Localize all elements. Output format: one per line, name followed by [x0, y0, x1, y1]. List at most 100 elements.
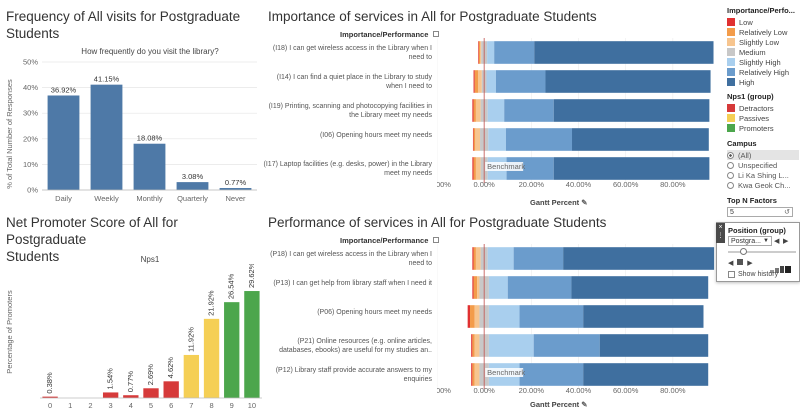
- prev-icon[interactable]: ◀: [774, 238, 780, 245]
- gantt-segment[interactable]: [571, 276, 709, 299]
- gantt-segment[interactable]: [467, 305, 471, 328]
- gantt-segment[interactable]: [475, 247, 481, 270]
- gantt-segment[interactable]: [475, 99, 481, 122]
- radio-icon[interactable]: [727, 151, 734, 159]
- gantt-segment[interactable]: [473, 99, 476, 122]
- gantt-segment[interactable]: [486, 70, 496, 93]
- gantt-segment[interactable]: [487, 99, 505, 122]
- frequency-bar[interactable]: [219, 188, 252, 190]
- gantt-segment[interactable]: [475, 157, 481, 180]
- gantt-segment[interactable]: [599, 334, 709, 357]
- checkbox-icon[interactable]: [728, 271, 735, 278]
- gantt-segment[interactable]: [473, 247, 476, 270]
- show-history-toggle[interactable]: Show history: [728, 271, 778, 278]
- gantt-segment[interactable]: [545, 70, 711, 93]
- gantt-segment[interactable]: [473, 276, 478, 299]
- legend-item[interactable]: High: [727, 77, 799, 87]
- position-slider[interactable]: [728, 248, 796, 255]
- radio-icon[interactable]: [727, 161, 734, 169]
- nps-bar[interactable]: [183, 354, 200, 398]
- slider-handle[interactable]: [740, 248, 747, 255]
- gantt-segment[interactable]: [474, 70, 479, 93]
- gantt-segment[interactable]: [472, 247, 474, 270]
- pause-icon[interactable]: [737, 259, 744, 265]
- campus-option[interactable]: (All): [727, 150, 799, 160]
- nps-bar[interactable]: [123, 395, 139, 398]
- gantt-segment[interactable]: [487, 41, 495, 64]
- card-grip[interactable]: × ⋮: [716, 223, 725, 243]
- gantt-segment[interactable]: [534, 41, 714, 64]
- legend-item[interactable]: Detractors: [727, 103, 799, 113]
- gantt-segment[interactable]: [472, 157, 474, 180]
- gantt-segment[interactable]: [471, 334, 473, 357]
- nps-bar[interactable]: [224, 302, 240, 398]
- reset-icon[interactable]: ↺: [784, 209, 790, 216]
- gantt-segment[interactable]: [572, 128, 709, 151]
- radio-icon[interactable]: [727, 181, 734, 189]
- gantt-segment[interactable]: [488, 305, 520, 328]
- gantt-segment[interactable]: [478, 41, 481, 64]
- gantt-segment[interactable]: [553, 99, 710, 122]
- radio-icon[interactable]: [727, 171, 734, 179]
- legend-item[interactable]: Low: [727, 17, 799, 27]
- position-filter-card[interactable]: × ⋮ Position (group) Postgra... ▼ ◀ ▶ ◀ …: [716, 222, 800, 282]
- gantt-segment[interactable]: [474, 305, 480, 328]
- filter-icon[interactable]: [433, 237, 440, 243]
- legend-item[interactable]: Medium: [727, 47, 799, 57]
- gantt-segment[interactable]: [504, 99, 554, 122]
- gantt-segment[interactable]: [477, 276, 480, 299]
- gantt-segment[interactable]: [473, 128, 476, 151]
- speed-bars-icon[interactable]: [770, 260, 791, 278]
- step-forward-icon[interactable]: ▶: [747, 260, 753, 267]
- gantt-segment[interactable]: [475, 128, 481, 151]
- legend-item[interactable]: Relatively Low: [727, 27, 799, 37]
- campus-option[interactable]: Kwa Geok Ch...: [727, 180, 799, 190]
- nps-bar[interactable]: [163, 381, 179, 398]
- gantt-segment[interactable]: [473, 70, 475, 93]
- gantt-segment[interactable]: [474, 363, 480, 386]
- legend-item[interactable]: Slightly High: [727, 57, 799, 67]
- gantt-segment[interactable]: [507, 276, 572, 299]
- gantt-segment[interactable]: [488, 276, 508, 299]
- nps-bar[interactable]: [143, 388, 159, 398]
- gantt-segment[interactable]: [472, 128, 474, 151]
- step-back-icon[interactable]: ◀: [728, 260, 734, 267]
- gantt-segment[interactable]: [472, 276, 474, 299]
- filter-icon[interactable]: [433, 31, 440, 37]
- nps-bar[interactable]: [244, 291, 260, 398]
- gantt-segment[interactable]: [470, 305, 475, 328]
- gantt-segment[interactable]: [472, 334, 475, 357]
- gantt-segment[interactable]: [553, 157, 710, 180]
- gantt-segment[interactable]: [519, 363, 584, 386]
- gantt-segment[interactable]: [472, 363, 475, 386]
- legend-item[interactable]: Slightly Low: [727, 37, 799, 47]
- frequency-bar[interactable]: [133, 143, 166, 190]
- nps-bar[interactable]: [203, 318, 220, 398]
- frequency-bar[interactable]: [47, 95, 80, 190]
- gantt-segment[interactable]: [505, 128, 573, 151]
- gantt-segment[interactable]: [488, 334, 534, 357]
- playback-controls[interactable]: ◀ ▶: [728, 259, 753, 267]
- gantt-segment[interactable]: [471, 363, 473, 386]
- gantt-segment[interactable]: [583, 305, 704, 328]
- topn-input[interactable]: 5 ↺: [727, 207, 793, 217]
- nps-bar[interactable]: [42, 396, 58, 398]
- gantt-segment[interactable]: [563, 247, 715, 270]
- gantt-segment[interactable]: [472, 99, 474, 122]
- gantt-segment[interactable]: [487, 247, 514, 270]
- gantt-segment[interactable]: [474, 334, 480, 357]
- legend-item[interactable]: Promoters: [727, 123, 799, 133]
- gantt-segment[interactable]: [513, 247, 564, 270]
- frequency-bar[interactable]: [176, 182, 209, 190]
- close-icon[interactable]: ×: [718, 224, 723, 231]
- gantt-segment[interactable]: [478, 70, 482, 93]
- gantt-segment[interactable]: [488, 128, 506, 151]
- gantt-segment[interactable]: [519, 305, 584, 328]
- frequency-bar[interactable]: [90, 84, 123, 190]
- gantt-segment[interactable]: [583, 363, 709, 386]
- campus-option[interactable]: Li Ka Shing L...: [727, 170, 799, 180]
- position-select[interactable]: Postgra... ▼: [728, 236, 772, 246]
- gantt-segment[interactable]: [478, 41, 479, 64]
- gantt-segment[interactable]: [494, 41, 535, 64]
- campus-option[interactable]: Unspecified: [727, 160, 799, 170]
